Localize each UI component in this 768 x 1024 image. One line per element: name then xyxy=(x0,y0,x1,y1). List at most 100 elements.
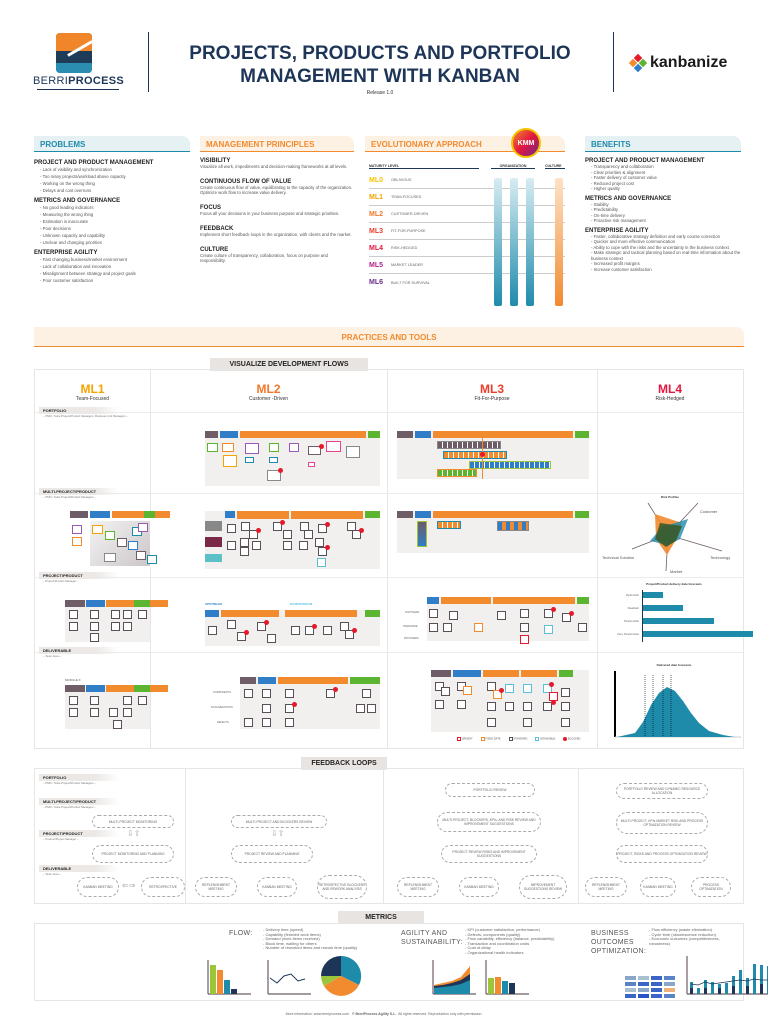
ml1-multiproject-board xyxy=(70,511,170,568)
benefit-item: Make strategic and tactical planning bas… xyxy=(585,250,741,261)
ml2-project-review-planning: PROJECT REVIEW AND PLANNING xyxy=(231,845,313,863)
benefit-item: On-time delivery xyxy=(585,213,741,219)
ml3-project-board xyxy=(427,597,589,644)
legend-urgent: URGENT xyxy=(457,737,473,741)
benefits-title: BENEFITS xyxy=(585,136,741,152)
ml1-multi-project-monitoring: MULTI-PROJECT MONITORING xyxy=(92,815,174,828)
kanbanize-wordmark: kanbanize xyxy=(650,54,728,71)
ml1-project-monitoring-planning: PROJECT MONITORING AND PLANNING xyxy=(92,845,174,863)
release-label: Release 1.0 xyxy=(366,90,394,96)
downstream-label: DOWNSTREAM xyxy=(290,602,313,606)
ml4-process-optimization: PROCESS OPTIMIZATION xyxy=(691,877,731,897)
benefits-group-heading: METRICS AND GOVERNANCE xyxy=(585,195,672,202)
maturity-levels-list: ML0 OBLIVIOUS ML1 TEAM-FOCUSED ML2 CUSTOMER… xyxy=(369,172,565,291)
feedback-level-deliverable: DELIVERABLE – Team Area – xyxy=(39,865,119,876)
principle-text: Focus all your decisions in your busines… xyxy=(200,211,340,216)
principle-heading: CULTURE xyxy=(200,247,229,253)
svg-text:Customer: Customer xyxy=(700,509,718,514)
svg-text:Market: Market xyxy=(670,569,683,573)
benefit-item: Increased profit margins xyxy=(585,261,741,267)
ml4-portfolio-review-resource-allocation: PORTFOLIO REVIEW AND DYNAMIC RESOURCE AL… xyxy=(616,783,708,799)
metric-group-business-items: Flow efficiency (waste elimination) Cycl… xyxy=(649,927,739,946)
problem-item: Unknown capacity and capability xyxy=(34,232,190,239)
visualize-flows-panel: ML1 Team-Focused ML2 Customer -Driven ML… xyxy=(34,369,753,749)
ml4-project-risks-process-review: PROJECT, RISKS AND PROCESS OPTIMIZATION … xyxy=(616,845,708,863)
flow-bar-chart xyxy=(207,960,251,995)
problems-group-heading: PROJECT AND PRODUCT MANAGEMENT xyxy=(34,160,154,166)
metric-group-agility-items: KPI (customer satisfaction, performance)… xyxy=(465,927,565,956)
metric-group-flow-label: FLOW: xyxy=(229,930,253,937)
culture-header: CULTURE xyxy=(545,164,565,169)
problems-list: PROJECT AND PRODUCT MANAGEMENT Lack of v… xyxy=(34,160,190,284)
problem-item: Poor customer satisfaction xyxy=(34,277,190,284)
feedback-level-multi-project: MULTI-PROJECT/PRODUCT – PMO / Suite Proje… xyxy=(39,798,119,809)
problems-title: PROBLEMS xyxy=(34,136,190,152)
business-outcomes-heatmap xyxy=(625,976,675,998)
maturity-level-row: ML2 CUSTOMER-DRIVEN xyxy=(369,206,565,223)
flow-pie-chart xyxy=(321,955,362,996)
kmm-badge: KMM xyxy=(511,128,541,158)
page-title: PROJECTS, PRODUCTS AND PORTFOLIO MANAGEM… xyxy=(189,43,571,87)
footer-rights: All rights reserved. Reproduction only w… xyxy=(398,1012,483,1016)
agility-bar-chart xyxy=(485,960,529,995)
visualize-flows-title: VISUALIZE DEVELOPMENT FLOWS xyxy=(210,358,368,371)
organization-header: ORGANIZATION xyxy=(491,164,535,169)
principle-text: Visualize all work, impediments and deci… xyxy=(200,164,348,169)
ml3-deliverable-board xyxy=(431,670,589,732)
problems-group-heading: METRICS AND GOVERNANCE xyxy=(34,198,121,204)
row-label-defects: DEFECTS xyxy=(217,721,229,724)
benefit-item: Higher quality xyxy=(585,186,741,192)
feedback-level-portfolio: PORTFOLIO – PMO / Suite Project/Product M… xyxy=(39,774,119,785)
ml4-replenishment-meeting: REPLENISHMENT MEETING xyxy=(585,877,627,897)
berriprocess-logo: BERRIPROCESS xyxy=(33,33,124,95)
berriprocess-logo-icon xyxy=(56,33,92,73)
maturity-level-row: ML0 OBLIVIOUS xyxy=(369,172,565,189)
principles-section: MANAGEMENT PRINCIPLES VISIBILITY Visuali… xyxy=(200,136,354,263)
ml3-portfolio-review: PORTFOLIO REVIEW xyxy=(445,783,535,797)
problem-item: Poor decisions xyxy=(34,225,190,232)
level-tag-portfolio: PORTFOLIO – PMO / Suite Project/Product M… xyxy=(39,407,128,418)
benefit-item: Faster, collaborative strategy definitio… xyxy=(585,234,741,240)
level-tag-multi-project: MULTI-PROJECT/PRODUCT – PMO / Suite Proje… xyxy=(39,488,119,499)
header-divider-left xyxy=(148,32,149,92)
ml1-deliverable-board xyxy=(65,685,168,729)
header-divider-right xyxy=(613,32,614,92)
ml1-kanban-meeting: KANBAN MEETING xyxy=(77,877,119,897)
row-label-providers: PROVIDERS xyxy=(404,637,419,640)
problem-item: Delays and cost overruns xyxy=(34,187,190,194)
level-tag-deliverable: DELIVERABLE – Team Area – xyxy=(39,647,119,658)
principle-heading: VISIBILITY xyxy=(200,158,231,164)
ml2-multi-project-blockers-review: MULTI-PROJECT AND BLOCKERS REVIEW xyxy=(231,815,327,828)
kanbanize-logo: kanbanize xyxy=(628,48,740,78)
org-bar-resilience xyxy=(494,178,502,306)
benefit-item: Ability to cope with the risks and the u… xyxy=(585,245,741,251)
legend-standard: STANDARD xyxy=(508,737,527,741)
delivery-forecast-bar-chart: Project/Product delivery date forecasts … xyxy=(605,582,753,652)
maturity-level-row: ML3 FIT-FOR-PURPOSE xyxy=(369,223,565,240)
ml3-kanban-meeting: KANBAN MEETING xyxy=(459,877,499,897)
up-down-arrow-icon: ⇩⇧ xyxy=(271,829,285,838)
problem-item: Estimation is inaccurate xyxy=(34,218,190,225)
problem-item: Too many projects/workload above capacit… xyxy=(34,173,190,180)
footer-copyright: © BerriProcess Agility S.L. xyxy=(351,1012,397,1016)
legend-fixed-date: FIXED DATE xyxy=(480,737,501,741)
footer-more-info: More information: www.berriprocess.com xyxy=(285,1012,350,1016)
agility-area-chart xyxy=(432,960,476,995)
metrics-panel: FLOW: Delivery time (speed) Capability (… xyxy=(34,923,768,1001)
benefits-list: PROJECT AND PRODUCT MANAGEMENT Transpare… xyxy=(585,158,741,272)
problems-section: PROBLEMS PROJECT AND PRODUCT MANAGEMENT … xyxy=(34,136,190,284)
benefits-group-heading: PROJECT AND PRODUCT MANAGEMENT xyxy=(585,158,705,164)
ml1-project-board xyxy=(65,600,168,642)
metric-group-business-label: BUSINESS OUTCOMES OPTIMIZATION: xyxy=(591,930,647,955)
feedback-level-project: PROJECT/PRODUCT – Product/Project Manager… xyxy=(39,830,119,841)
benefit-item: Faster delivery of customer value xyxy=(585,175,741,181)
ml2-deliverable-board xyxy=(240,677,380,729)
ml3-replenishment-meeting: REPLENISHMENT MEETING xyxy=(397,877,439,897)
problem-item: Lack of visibility and synchronization xyxy=(34,166,190,173)
problem-item: Measuring the wrong thing xyxy=(34,211,190,218)
ml3-improvement-suggestions-review: IMPROVEMENT SUGGESTIONS REVIEW xyxy=(519,875,567,899)
up-down-arrow-icon: ⇩⇧ xyxy=(127,829,141,838)
problem-item: Misalignment between strategy and projec… xyxy=(34,270,190,277)
benefit-item: Quicker and more effective communication xyxy=(585,239,741,245)
principle-heading: FOCUS xyxy=(200,205,221,211)
